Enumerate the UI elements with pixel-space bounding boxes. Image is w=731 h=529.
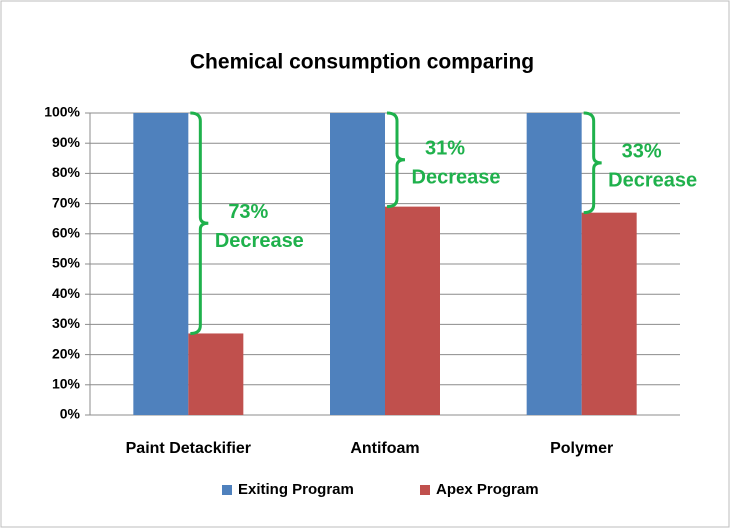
- bar: [385, 206, 440, 415]
- y-tick-label: 20%: [52, 345, 81, 361]
- legend-label: Exiting Program: [238, 481, 354, 498]
- annotation: Decrease: [608, 170, 697, 192]
- y-tick-label: 60%: [52, 225, 81, 241]
- bar: [526, 113, 582, 415]
- legend-label: Apex Program: [436, 481, 539, 498]
- y-tick-label: 80%: [52, 164, 81, 180]
- y-tick-label: 0%: [60, 406, 81, 422]
- annotation: 73%: [228, 201, 268, 223]
- y-tick-label: 90%: [52, 134, 81, 150]
- bar: [581, 212, 637, 415]
- x-tick-label: Antifoam: [350, 440, 419, 457]
- legend-swatch: [222, 485, 232, 495]
- decrease-brace: [386, 111, 406, 209]
- y-tick-label: 40%: [52, 285, 81, 301]
- y-tick-label: 70%: [52, 194, 81, 210]
- x-tick-label: Polymer: [550, 440, 613, 457]
- annotation: 31%: [425, 138, 465, 160]
- annotation: 33%: [622, 141, 662, 163]
- x-tick-label: Paint Detackifier: [126, 440, 251, 457]
- chart-title: Chemical consumption comparing: [190, 51, 534, 74]
- annotation: Decrease: [215, 230, 304, 252]
- y-tick-label: 10%: [52, 376, 81, 392]
- decrease-brace: [190, 111, 209, 335]
- bar: [188, 333, 244, 415]
- legend-swatch: [420, 485, 430, 495]
- y-tick-label: 50%: [52, 255, 81, 271]
- annotation: Decrease: [412, 167, 501, 189]
- y-tick-label: 100%: [44, 104, 80, 120]
- bar: [133, 113, 189, 415]
- y-tick-label: 30%: [52, 315, 81, 331]
- bar: [330, 113, 385, 415]
